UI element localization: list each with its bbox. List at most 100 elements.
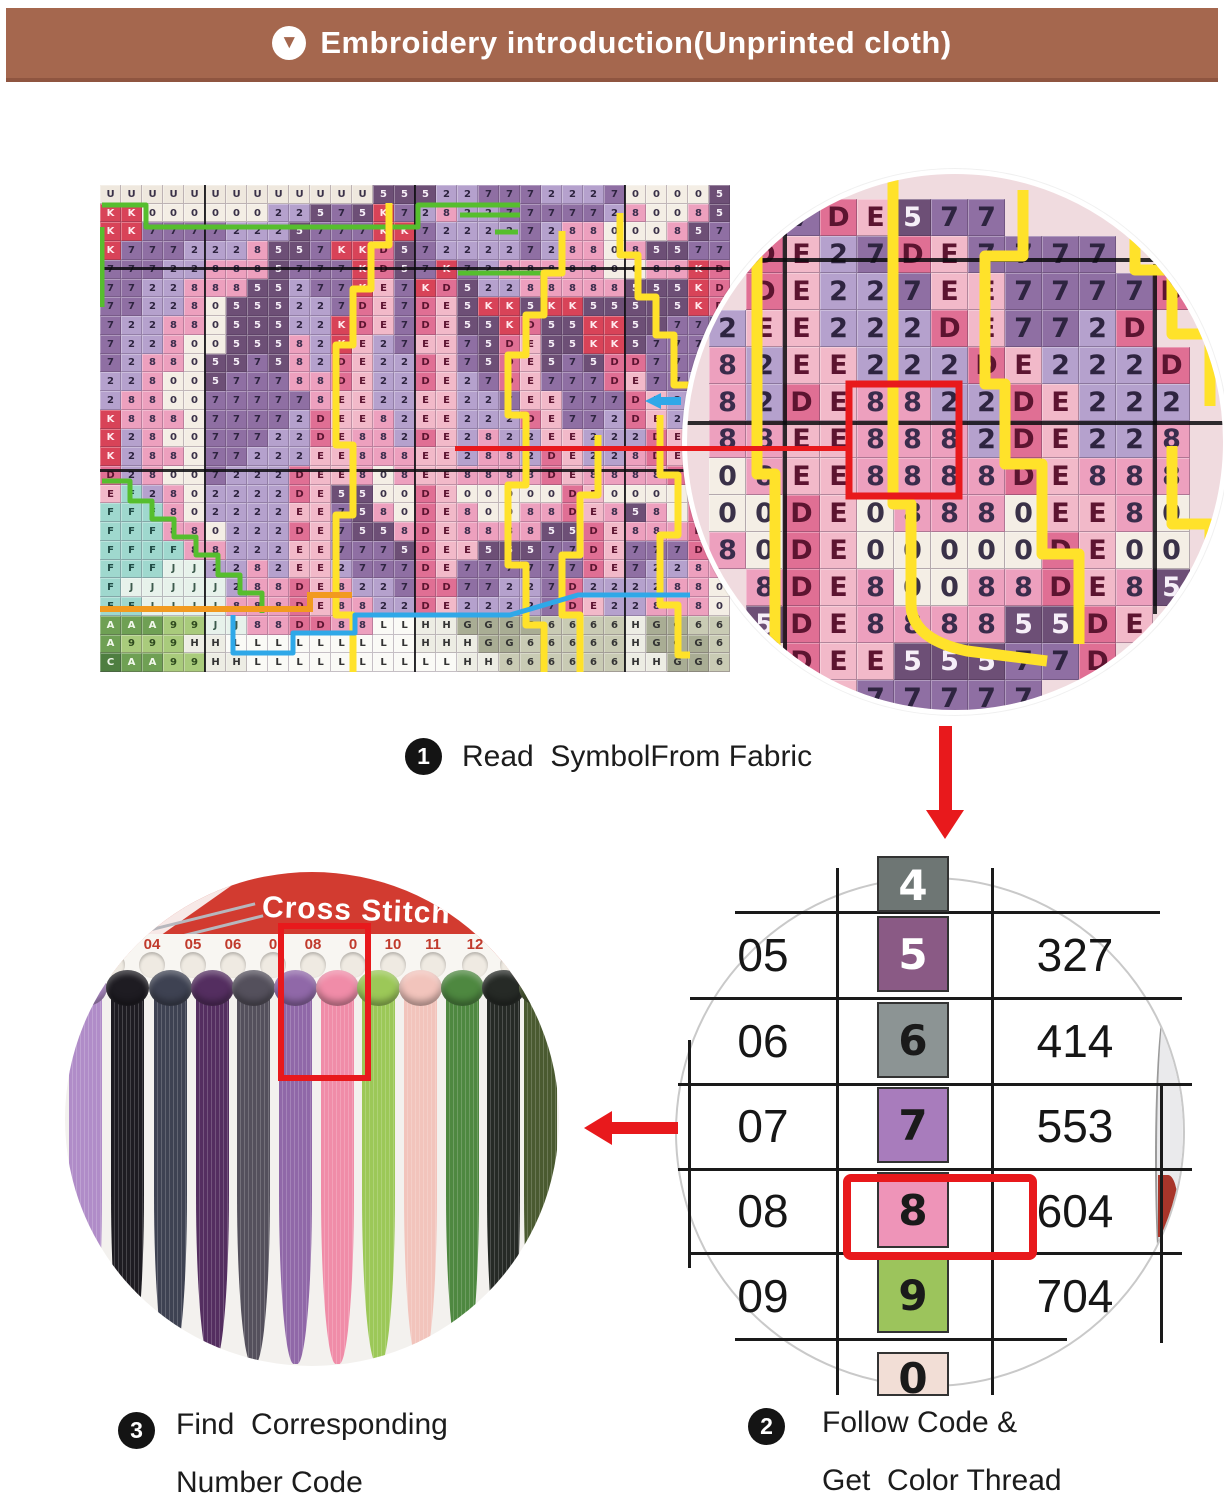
magnifier-cell: E bbox=[1042, 495, 1079, 532]
chart-cell: J bbox=[184, 578, 205, 598]
chart-cell: 5 bbox=[457, 316, 478, 335]
chart-cell: 7 bbox=[352, 559, 373, 579]
chart-cell: A bbox=[100, 634, 121, 654]
chart-cell: F bbox=[100, 522, 121, 541]
chart-cell: 9 bbox=[184, 653, 205, 672]
chart-cell: L bbox=[247, 653, 268, 672]
chart-cell: D bbox=[436, 578, 457, 598]
thread-knot-green bbox=[441, 970, 484, 1006]
magnifier-cell: D bbox=[783, 606, 820, 643]
chart-cell: 5 bbox=[268, 278, 289, 298]
chart-cell: 2 bbox=[667, 559, 688, 579]
chart-cell: 7 bbox=[457, 559, 478, 579]
chart-cell: D bbox=[415, 297, 436, 317]
chart-cell: E bbox=[457, 540, 478, 560]
magnifier-cell: 8 bbox=[857, 606, 894, 643]
magnifier-cell: 0 bbox=[931, 569, 968, 606]
chart-cell: 5 bbox=[520, 540, 541, 560]
chart-cell: E bbox=[310, 503, 331, 523]
magnifier-cell: 2 bbox=[1116, 347, 1153, 384]
chart-cell: 5 bbox=[583, 297, 604, 317]
chart-cell: 7 bbox=[457, 578, 478, 598]
chart-cell: 6 bbox=[688, 615, 709, 635]
chart-cell: 5 bbox=[478, 316, 499, 335]
chart-cell: K bbox=[604, 334, 625, 354]
chart-cell: E bbox=[373, 278, 394, 298]
chart-cell: D bbox=[562, 597, 583, 616]
chart-cell: 5 bbox=[562, 334, 583, 354]
chart-cell: 5 bbox=[268, 353, 289, 373]
chart-cell: 5 bbox=[625, 503, 646, 523]
magnifier-outline-overlay bbox=[751, 180, 1216, 694]
chart-cell: 7 bbox=[667, 316, 688, 335]
chart-cell: D bbox=[709, 278, 730, 298]
chart-cell: D bbox=[583, 540, 604, 560]
chart-cell: 8 bbox=[331, 615, 352, 635]
magnifier-cell: 2 bbox=[820, 236, 857, 273]
magnifier-cell: 0 bbox=[709, 495, 746, 532]
chart-cell: 5 bbox=[226, 353, 247, 373]
magnifier-cell: E bbox=[820, 643, 857, 680]
magnifier-cell: 0 bbox=[709, 458, 746, 495]
chart-cell: 8 bbox=[373, 503, 394, 523]
chart-cell: U bbox=[352, 185, 373, 204]
magnifier-cell: 2 bbox=[1116, 421, 1153, 458]
chart-cell: 7 bbox=[646, 334, 667, 354]
chart-cell: 9 bbox=[163, 634, 184, 654]
chart-cell: U bbox=[121, 185, 142, 204]
step-3-label-line1: Find Corresponding bbox=[176, 1408, 448, 1441]
chart-cell: D bbox=[583, 559, 604, 579]
blue-arrow-icon bbox=[645, 393, 681, 409]
chart-gridline bbox=[414, 185, 416, 672]
thread-bundle-violet bbox=[279, 984, 312, 1364]
chart-cell: H bbox=[205, 634, 226, 654]
chart-cell: 2 bbox=[604, 447, 625, 466]
chart-cell: 7 bbox=[625, 540, 646, 560]
magnifier-cell: 8 bbox=[1116, 458, 1153, 495]
magnifier-cell: 0 bbox=[1116, 532, 1153, 569]
chart-cell: K bbox=[100, 447, 121, 466]
chart-cell: F bbox=[121, 559, 142, 579]
chart-cell: E bbox=[583, 597, 604, 616]
magnifier-cell: 7 bbox=[1042, 643, 1079, 680]
chart-cell: 2 bbox=[289, 409, 310, 429]
chart-cell: 6 bbox=[709, 615, 730, 635]
chart-cell: 8 bbox=[394, 522, 415, 541]
chart-cell: G bbox=[688, 653, 709, 672]
thread-knot-near-black bbox=[482, 970, 525, 1006]
chart-cell: F bbox=[100, 578, 121, 598]
down-arrow-icon bbox=[939, 726, 952, 812]
chart-cell: 7 bbox=[478, 578, 499, 598]
chart-cell: 2 bbox=[373, 372, 394, 392]
magnifier-cell: E bbox=[783, 236, 820, 273]
chart-cell: 2 bbox=[121, 334, 142, 354]
chart-cell: 2 bbox=[100, 372, 121, 392]
magnifier-cell: 2 bbox=[894, 347, 931, 384]
magnifier-cell: 8 bbox=[968, 569, 1005, 606]
chart-cell: 8 bbox=[121, 409, 142, 429]
chart-cell: 2 bbox=[541, 241, 562, 260]
chart-cell: 8 bbox=[688, 203, 709, 223]
chart-cell: H bbox=[457, 634, 478, 654]
step-2-label-line1: Follow Code & bbox=[822, 1406, 1018, 1439]
table-line bbox=[678, 1083, 1192, 1086]
chart-cell: 7 bbox=[100, 278, 121, 298]
chart-cell: 0 bbox=[163, 372, 184, 392]
chart-cell: D bbox=[310, 409, 331, 429]
chart-cell: 7 bbox=[247, 372, 268, 392]
chart-cell: 2 bbox=[226, 503, 247, 523]
chart-cell: K bbox=[583, 334, 604, 354]
chart-cell: E bbox=[436, 484, 457, 504]
chart-cell: 2 bbox=[142, 278, 163, 298]
chart-cell: 2 bbox=[394, 409, 415, 429]
chart-cell: 5 bbox=[688, 222, 709, 242]
chart-cell: K bbox=[331, 316, 352, 335]
chart-cell: 5 bbox=[247, 316, 268, 335]
magnifier-cell: 7 bbox=[1079, 273, 1116, 310]
thread-knot-gray bbox=[232, 970, 275, 1006]
chart-cell: G bbox=[499, 615, 520, 635]
magnifier-gridline bbox=[687, 421, 1223, 425]
chart-cell: D bbox=[352, 316, 373, 335]
chart-cell: K bbox=[478, 297, 499, 317]
chart-cell: 7 bbox=[268, 391, 289, 410]
